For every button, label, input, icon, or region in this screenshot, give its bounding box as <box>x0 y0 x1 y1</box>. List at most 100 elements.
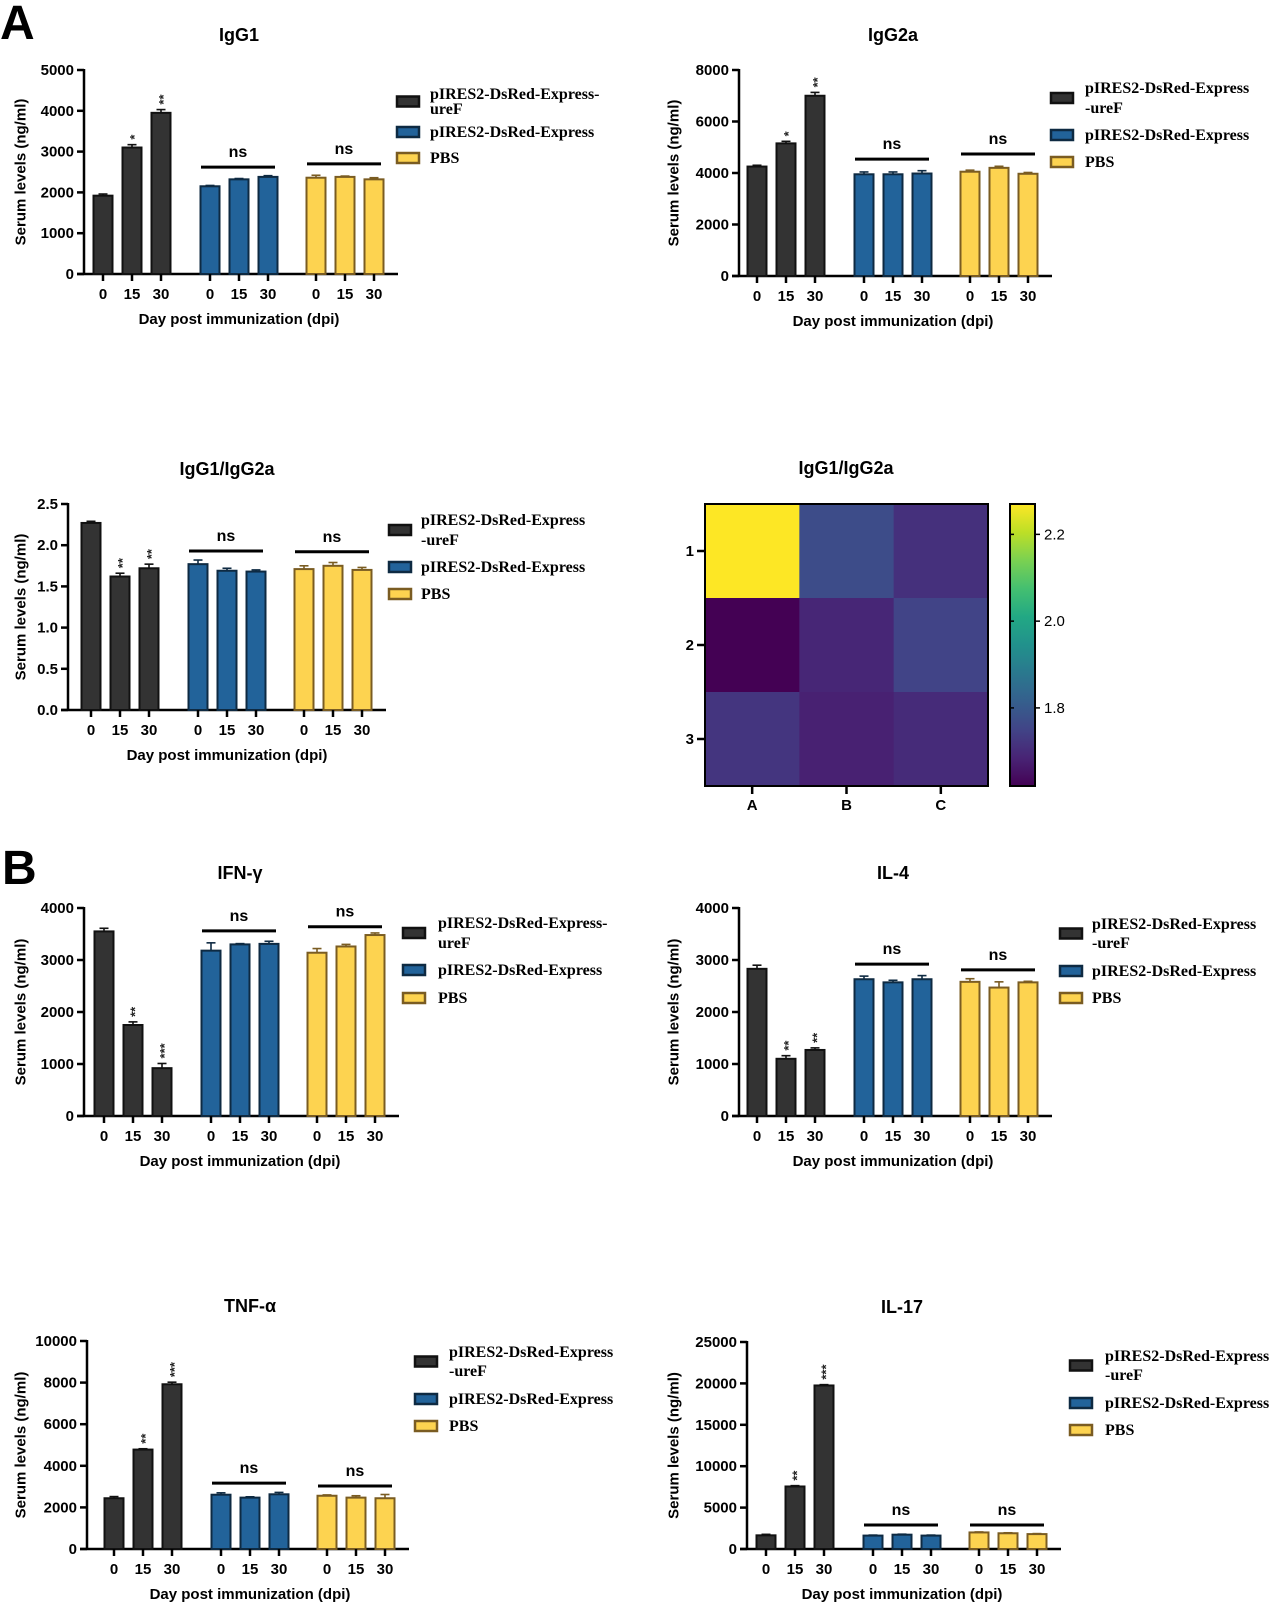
y-tick-label: 5000 <box>704 1500 737 1517</box>
bar <box>351 568 373 711</box>
y-tick-label: 3000 <box>41 144 74 161</box>
x-tick-label: 15 <box>231 286 248 303</box>
bar <box>200 949 222 1118</box>
y-tick-label: 1000 <box>41 1056 74 1073</box>
ns-label: ns <box>323 529 342 546</box>
legend-item: PBS <box>1049 154 1114 171</box>
bar <box>1026 1533 1048 1550</box>
col-label: B <box>841 797 852 814</box>
x-tick-label: 15 <box>778 1128 795 1145</box>
x-axis-label: Day post immunization (dpi) <box>150 1586 351 1603</box>
bar <box>911 172 933 277</box>
legend-item: PBS <box>413 1418 478 1435</box>
bar <box>784 1485 806 1550</box>
x-tick-label: 30 <box>367 1128 384 1145</box>
legend-label: PBS <box>1105 1422 1134 1439</box>
y-axis-label: Serum levels (ng/ml) <box>665 100 682 247</box>
x-tick-label: 15 <box>1000 1561 1017 1578</box>
ns-label: ns <box>346 1463 365 1480</box>
bar <box>210 1493 232 1551</box>
bar <box>109 575 131 712</box>
legend-swatch <box>1068 1396 1094 1410</box>
legend-label: PBS <box>430 150 459 167</box>
colorbar-tick-label: 2.2 <box>1044 526 1065 543</box>
legend-item: pIRES2-DsRed-Express-ureF <box>387 512 585 549</box>
legend-label: pIRES2-DsRed-Express <box>449 1391 613 1408</box>
y-tick-label: 20000 <box>695 1375 737 1392</box>
legend-label: pIRES2-DsRed-Express <box>438 962 602 979</box>
heatmap-cell <box>705 692 800 787</box>
legend-label: pIRES2-DsRed-Express- <box>438 915 608 932</box>
x-tick-label: 0 <box>753 288 761 305</box>
y-tick-label: 4000 <box>696 900 729 917</box>
bar <box>364 934 386 1117</box>
col-label: A <box>747 797 758 814</box>
significance-marker: ** <box>115 557 130 568</box>
x-tick-label: 0 <box>110 1561 118 1578</box>
legend-label: pIRES2-DsRed-Express <box>421 512 585 529</box>
ns-label: ns <box>892 1502 911 1519</box>
legend-item: PBS <box>395 150 459 167</box>
panel-label-b: B <box>2 842 37 895</box>
bar-chart-ifn_gamma: IFN-γ 0 1000 2000 3000 4000 0 15 ** 30 *** 0 15 30 0 15… <box>12 863 607 1170</box>
y-tick-label: 0 <box>721 268 729 285</box>
legend-swatch <box>1058 991 1084 1005</box>
x-tick-label: 15 <box>135 1561 152 1578</box>
bar <box>882 981 904 1117</box>
bar <box>374 1497 396 1551</box>
legend: pIRES2-DsRed-Express-ureFpIRES2-DsRed-Ex… <box>401 915 608 1007</box>
significance-marker: ** <box>810 1032 825 1043</box>
legend-label: pIRES2-DsRed-Express <box>1085 127 1249 144</box>
legend-swatch <box>1068 1359 1094 1372</box>
x-axis-label: Day post immunization (dpi) <box>793 313 994 330</box>
bar <box>229 943 251 1118</box>
legend-item: pIRES2-DsRed-Express <box>1068 1395 1269 1412</box>
y-tick-label: 2000 <box>41 184 74 201</box>
x-tick-label: 15 <box>124 286 141 303</box>
bar <box>775 1057 797 1118</box>
legend-swatch <box>395 95 421 108</box>
x-tick-label: 0 <box>207 1128 215 1145</box>
x-axis-label: Day post immunization (dpi) <box>802 1586 1003 1603</box>
x-tick-label: 30 <box>141 722 158 739</box>
legend-swatch <box>1049 91 1075 105</box>
bar <box>862 1534 884 1551</box>
x-tick-label: 15 <box>778 288 795 305</box>
row-label: 1 <box>686 543 694 560</box>
ns-label: ns <box>989 947 1008 964</box>
chart-title: TNF-α <box>224 1296 276 1316</box>
significance-marker: *** <box>157 1042 172 1058</box>
bar <box>755 1534 777 1551</box>
significance-marker: ** <box>790 1470 805 1481</box>
x-tick-label: 15 <box>348 1561 365 1578</box>
bar <box>911 978 933 1117</box>
legend-item: PBS <box>1058 990 1121 1007</box>
bar <box>891 1533 913 1551</box>
x-tick-label: 30 <box>1020 288 1037 305</box>
y-tick-label: 6000 <box>696 114 729 131</box>
bar <box>746 967 768 1118</box>
legend-swatch <box>401 963 427 977</box>
legend-swatch <box>413 1355 439 1368</box>
legend-item: pIRES2-DsRed-Express-ureF <box>395 86 600 118</box>
bar <box>258 942 280 1117</box>
x-tick-label: 0 <box>753 1128 761 1145</box>
x-tick-label: 30 <box>923 1561 940 1578</box>
y-tick-label: 2000 <box>696 217 729 234</box>
x-tick-label: 0 <box>313 1128 321 1145</box>
bar <box>316 1494 338 1550</box>
chart-title: IL-17 <box>881 1297 923 1317</box>
bar <box>305 176 327 276</box>
bar <box>293 568 315 712</box>
bar <box>968 1531 990 1550</box>
x-tick-label: 15 <box>894 1561 911 1578</box>
legend-item: pIRES2-DsRed-Express <box>1058 963 1256 980</box>
legend-item: pIRES2-DsRed-Express <box>1049 127 1249 144</box>
bar-chart-tnf_alpha: TNF-α 0 2000 4000 6000 8000 10000 0 15 ** 30 *** 0 15… <box>12 1296 613 1603</box>
bar <box>959 170 981 277</box>
x-tick-label: 15 <box>787 1561 804 1578</box>
x-tick-label: 30 <box>807 1128 824 1145</box>
legend-swatch <box>395 125 421 139</box>
x-tick-label: 30 <box>154 1128 171 1145</box>
y-tick-label: 2.5 <box>37 496 58 513</box>
